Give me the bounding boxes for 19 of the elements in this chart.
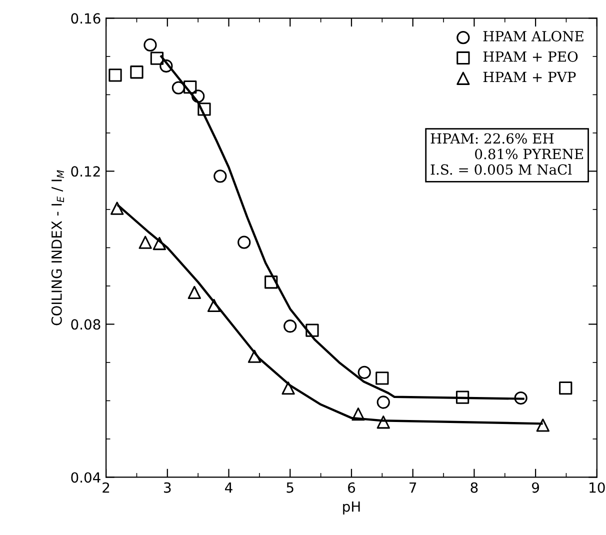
y-tick-label: 0.08 [71, 319, 100, 330]
x-tick-label: 6 [348, 482, 356, 493]
y-tick-label: 0.12 [71, 166, 100, 177]
x-axis-title: pH [343, 502, 360, 515]
x-tick-label: 4 [225, 482, 232, 493]
legend-label: HPAM ALONE [483, 30, 584, 42]
y-tick-label: 0.04 [71, 472, 100, 483]
x-tick-label: 7 [410, 482, 416, 493]
x-tick-label: 8 [470, 482, 478, 493]
annotation: HPAM: 22.6% EH 0.81% PYRENE I.S. = 0.005 M NaCl [430, 133, 583, 175]
x-tick-label: 5 [286, 482, 294, 493]
x-tick-label: 2 [102, 482, 110, 493]
x-tick-label: 3 [164, 482, 171, 493]
x-tick-label: 9 [532, 482, 539, 493]
x-tick-label: 10 [590, 482, 605, 493]
legend-label: HPAM + PVP [483, 72, 576, 82]
y-axis-title: COILING INDEX - I$_{E}$ / I$_{M}$ [51, 170, 64, 326]
y-tick-label: 0.16 [71, 13, 100, 24]
legend-label: HPAM + PEO [483, 51, 578, 62]
